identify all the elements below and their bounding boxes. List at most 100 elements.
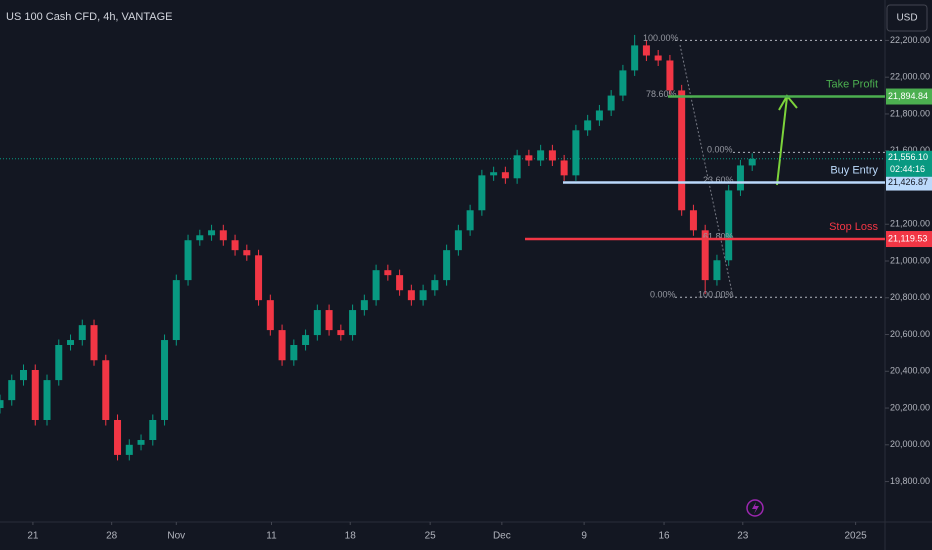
event-bolt [752,502,759,514]
event-icon[interactable] [746,499,764,517]
y-tick-label: 20,200.00 [890,402,930,412]
candle-body [725,190,733,261]
candle-body [349,310,357,336]
y-tick-label: 21,200.00 [890,219,930,229]
candle-body [419,290,427,301]
x-tick-label: 21 [27,531,39,542]
level-price: 21,894.84 [888,91,928,101]
candle-body [243,250,251,256]
candle-body [513,155,521,179]
y-tick-label: 21,000.00 [890,255,930,265]
candle-body [619,70,627,96]
candle-body [372,270,380,301]
x-tick-label: 9 [581,531,587,542]
candle-body [196,235,204,241]
y-tick-label: 20,800.00 [890,292,930,302]
candle-body [102,360,110,420]
candle-body [666,60,674,91]
candle-body [360,300,368,311]
fib-label: 100.00% [643,33,679,43]
candle-body [325,310,333,331]
candle-body [736,165,744,191]
fib-label: 78.60% [646,89,677,99]
y-tick-label: 21,800.00 [890,108,930,118]
candle-body [184,240,192,281]
y-tick-label: 19,800.00 [890,476,930,486]
currency-label[interactable]: USD [896,13,917,24]
candle-body [302,335,310,345]
candle-body [490,172,498,176]
x-tick-label: 23 [737,531,749,542]
level-price: 21,426.87 [888,177,928,187]
candle-body [384,270,392,276]
candle-body [525,155,533,161]
candle-body [0,400,4,409]
level-name: Buy Entry [830,164,878,176]
x-tick-label: 18 [345,531,357,542]
fib-label: 100.00% [698,290,734,300]
candle-body [43,380,51,420]
candle-body [748,158,756,166]
candle-body [114,419,122,455]
y-tick-label: 21,600.00 [890,145,930,155]
level-price: 21,119.53 [888,233,927,243]
level-name: Take Profit [826,78,878,90]
candle-body [231,240,239,251]
candle-body [407,290,415,301]
candle-body [443,250,451,281]
candle-body [266,300,274,331]
fib-label: 0.00% [650,290,676,300]
candle-body [278,330,286,361]
candle-body [654,55,662,61]
level-price-box [886,88,932,105]
candle-body [548,150,556,161]
candle-body [631,45,639,71]
fib-label: 61.80% [703,232,734,242]
candle-body [478,175,486,211]
x-tick-label: 28 [106,531,118,542]
candle-body [607,95,615,111]
candle-body [431,280,439,291]
candle-body [595,110,603,121]
candle-body [454,230,462,251]
chart-title: US 100 Cash CFD, 4h, VANTAGE [6,11,172,23]
candle-body [31,369,39,420]
candle-body [20,369,28,381]
candle-body [689,210,697,231]
candle-body [255,255,263,301]
fib-label: 0.00% [707,145,733,155]
x-tick-label: Dec [493,531,511,542]
level-price-box [886,231,932,248]
x-tick-label: 25 [425,531,437,542]
fib-trend-line [679,44,734,298]
candle-body [8,380,16,401]
candle-body [125,444,133,455]
y-tick-label: 22,000.00 [890,72,930,82]
candle-body [501,172,509,179]
currency-button[interactable] [886,4,928,32]
candle-body [137,440,145,445]
fib-label: 23.60% [703,175,734,185]
y-tick-label: 20,600.00 [890,329,930,339]
candle-body [713,260,721,281]
candle-body [78,325,86,341]
candle-body [560,160,568,176]
y-tick-label: 20,000.00 [890,439,930,449]
current-price-box [886,150,932,177]
candle-body [67,340,75,345]
candle-body [290,344,298,361]
candle-body [396,275,404,291]
x-tick-label: 16 [658,531,670,542]
x-tick-label: 2025 [844,531,867,542]
y-tick-label: 22,200.00 [890,35,930,45]
candle-body [55,344,63,381]
candle-body [572,130,580,176]
candle-body [537,150,545,161]
candle-body [208,230,216,236]
candle-body [701,230,709,281]
candle-body [149,419,157,441]
candle-body [161,340,169,420]
level-price-box [886,174,932,191]
